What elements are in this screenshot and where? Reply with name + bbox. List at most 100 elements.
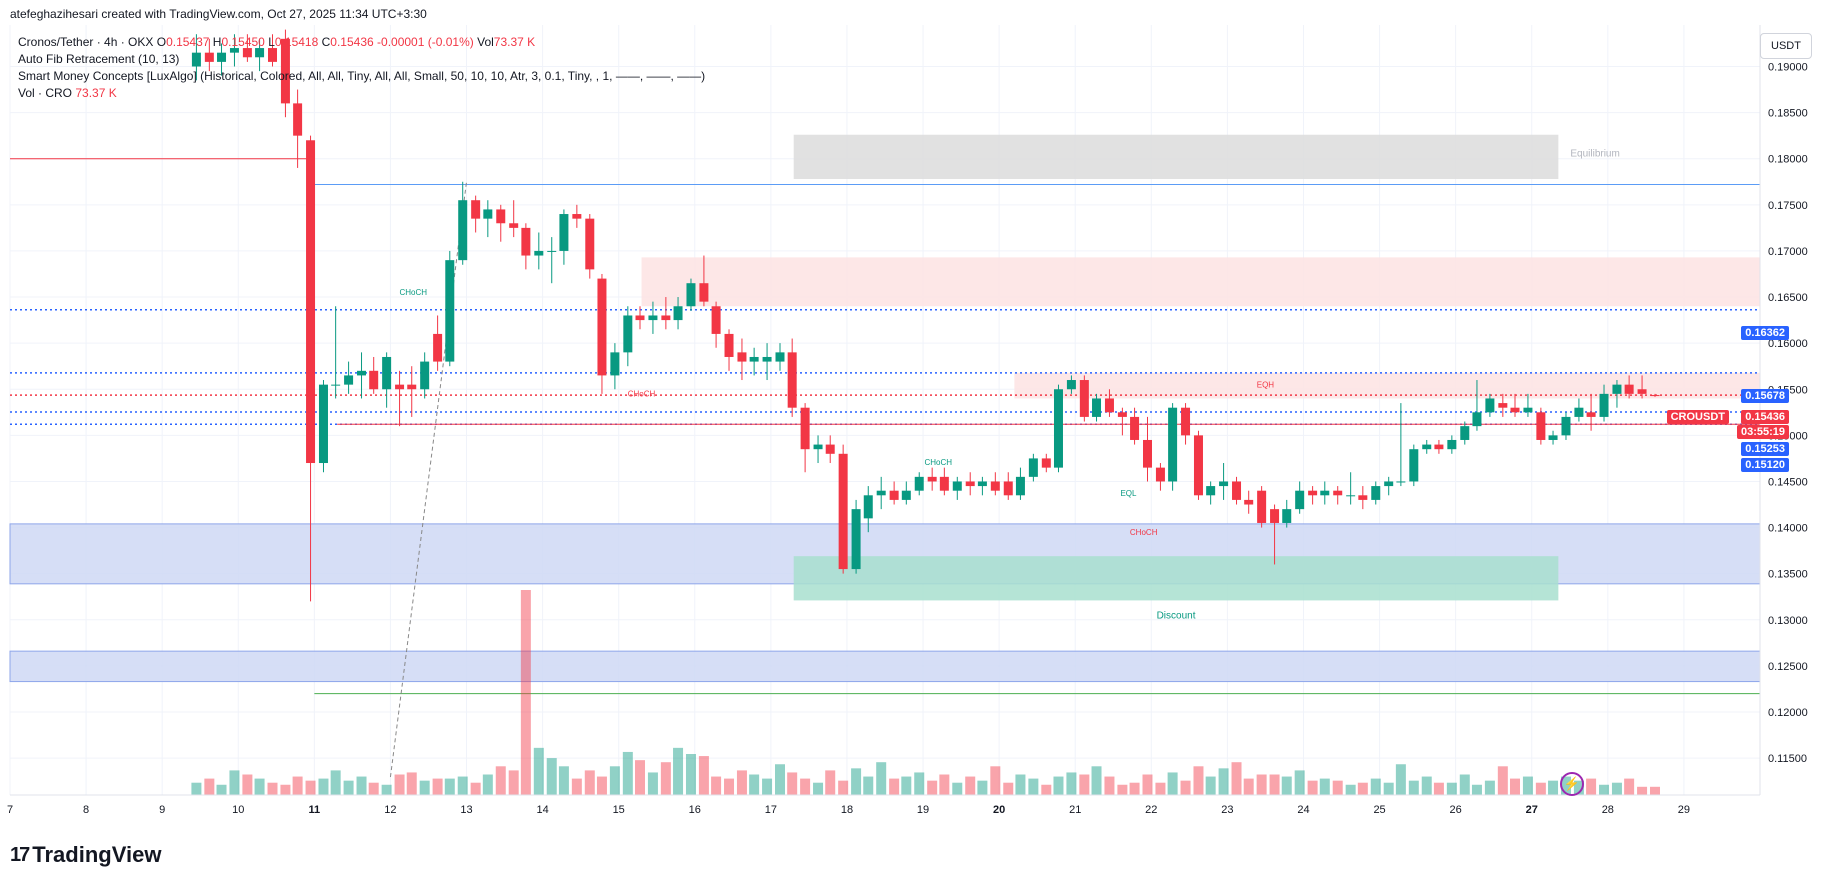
- volume-bar: [787, 772, 798, 795]
- candle-body: [952, 481, 962, 491]
- candle-body: [1371, 486, 1381, 500]
- candle-body: [547, 250, 557, 252]
- candle-body: [597, 278, 607, 376]
- candle: [1637, 375, 1647, 399]
- x-tick-label: 9: [159, 804, 165, 816]
- candle-body: [1308, 490, 1318, 496]
- volume-bar: [1180, 780, 1191, 795]
- candle: [1624, 375, 1634, 399]
- volume-indicator-label: Vol · CRO: [18, 86, 73, 100]
- volume-bar: [381, 784, 392, 795]
- volume-indicator[interactable]: Vol · CRO 73.37 K: [18, 86, 117, 100]
- candle: [369, 356, 379, 394]
- volume-bar: [432, 778, 443, 795]
- volume-bar: [343, 780, 354, 795]
- candle-body: [471, 200, 481, 219]
- fib-trend-line: [389, 181, 468, 778]
- y-tick-label: 0.14000: [1768, 523, 1808, 535]
- symbol-prefix[interactable]: Cronos/Tether · 4h · OKX O: [18, 35, 167, 49]
- volume-bar: [457, 776, 468, 795]
- candle-body: [293, 103, 303, 136]
- candle-body: [1396, 481, 1406, 483]
- candle: [572, 204, 582, 228]
- volume-bar: [1548, 780, 1559, 795]
- candle: [1599, 384, 1609, 422]
- candle: [724, 329, 734, 371]
- volume-bar: [1586, 778, 1597, 795]
- candle: [787, 338, 797, 417]
- volume-bar: [609, 766, 620, 795]
- volume-bar: [305, 780, 316, 795]
- candle-body: [901, 490, 911, 500]
- candle: [1510, 393, 1520, 417]
- candle: [1358, 486, 1368, 510]
- volume-bar: [1497, 766, 1508, 795]
- candle-body: [623, 315, 633, 353]
- volume-bar: [952, 782, 963, 795]
- volume-bar: [419, 780, 430, 795]
- candle: [1282, 499, 1292, 528]
- volume-bar: [1599, 784, 1610, 795]
- candle-body: [1523, 407, 1533, 413]
- candle-body: [306, 140, 316, 464]
- candle-body: [1409, 449, 1419, 482]
- y-tick-label: 0.12500: [1768, 661, 1808, 673]
- volume-bar: [939, 774, 950, 795]
- volume-bar: [1053, 776, 1064, 795]
- x-tick-label: 21: [1069, 804, 1081, 816]
- candle-body: [1358, 495, 1368, 500]
- volume-bar: [914, 772, 925, 795]
- candle-body: [1485, 398, 1495, 413]
- candle-body: [686, 283, 696, 307]
- volume-bar: [863, 776, 874, 795]
- volume-bar: [1167, 772, 1178, 795]
- volume-bar: [965, 776, 976, 795]
- volume-bar: [927, 780, 938, 795]
- candle: [1574, 398, 1584, 422]
- volume-bar: [851, 768, 862, 795]
- zone-label-discount: Discount: [1157, 610, 1196, 621]
- candle-body: [775, 352, 785, 362]
- candle: [407, 366, 417, 417]
- candle: [838, 444, 848, 574]
- candle-body: [1548, 435, 1558, 440]
- candle-body: [673, 306, 683, 321]
- x-tick-label: 13: [460, 804, 472, 816]
- candle: [585, 214, 595, 279]
- candle: [471, 195, 481, 233]
- volume-bar: [889, 778, 900, 795]
- volume-bar: [1395, 764, 1406, 795]
- annotation-choch: CHoCH: [399, 288, 427, 297]
- candle: [1498, 393, 1508, 417]
- smc-indicator-label[interactable]: Smart Money Concepts [LuxAlgo] (Historic…: [18, 69, 706, 83]
- zone-discount: [793, 556, 1559, 601]
- y-tick-label: 0.18500: [1768, 108, 1808, 120]
- countdown-tag: 03:55:19: [1736, 425, 1789, 439]
- annotation-choch: CHoCH: [924, 458, 952, 467]
- y-tick-label: 0.13500: [1768, 569, 1808, 581]
- candle: [1612, 380, 1622, 408]
- candle: [1181, 403, 1191, 445]
- candle: [534, 232, 544, 270]
- volume-bar: [698, 756, 709, 795]
- candle-body: [255, 48, 265, 58]
- tradingview-logo[interactable]: 17 TradingView: [10, 842, 161, 868]
- fib-indicator-label[interactable]: Auto Fib Retracement (10, 13): [18, 52, 180, 66]
- volume-bar: [1421, 776, 1432, 795]
- candle: [395, 370, 405, 427]
- candle-body: [1561, 416, 1571, 436]
- candle: [813, 435, 823, 464]
- low-label: L: [268, 35, 275, 49]
- candle-body: [749, 356, 759, 362]
- volume-bar: [394, 774, 405, 795]
- candle-body: [1586, 412, 1596, 417]
- candle: [1523, 393, 1533, 417]
- candle-body: [1333, 490, 1343, 496]
- volume-bar: [673, 747, 684, 795]
- x-tick-label: 24: [1297, 804, 1309, 816]
- volume-bar: [1510, 778, 1520, 795]
- lightning-icon[interactable]: ⚡: [1560, 772, 1584, 796]
- currency-selector[interactable]: USDT: [1760, 33, 1812, 59]
- price-tag-p4: 0.15120: [1741, 458, 1789, 472]
